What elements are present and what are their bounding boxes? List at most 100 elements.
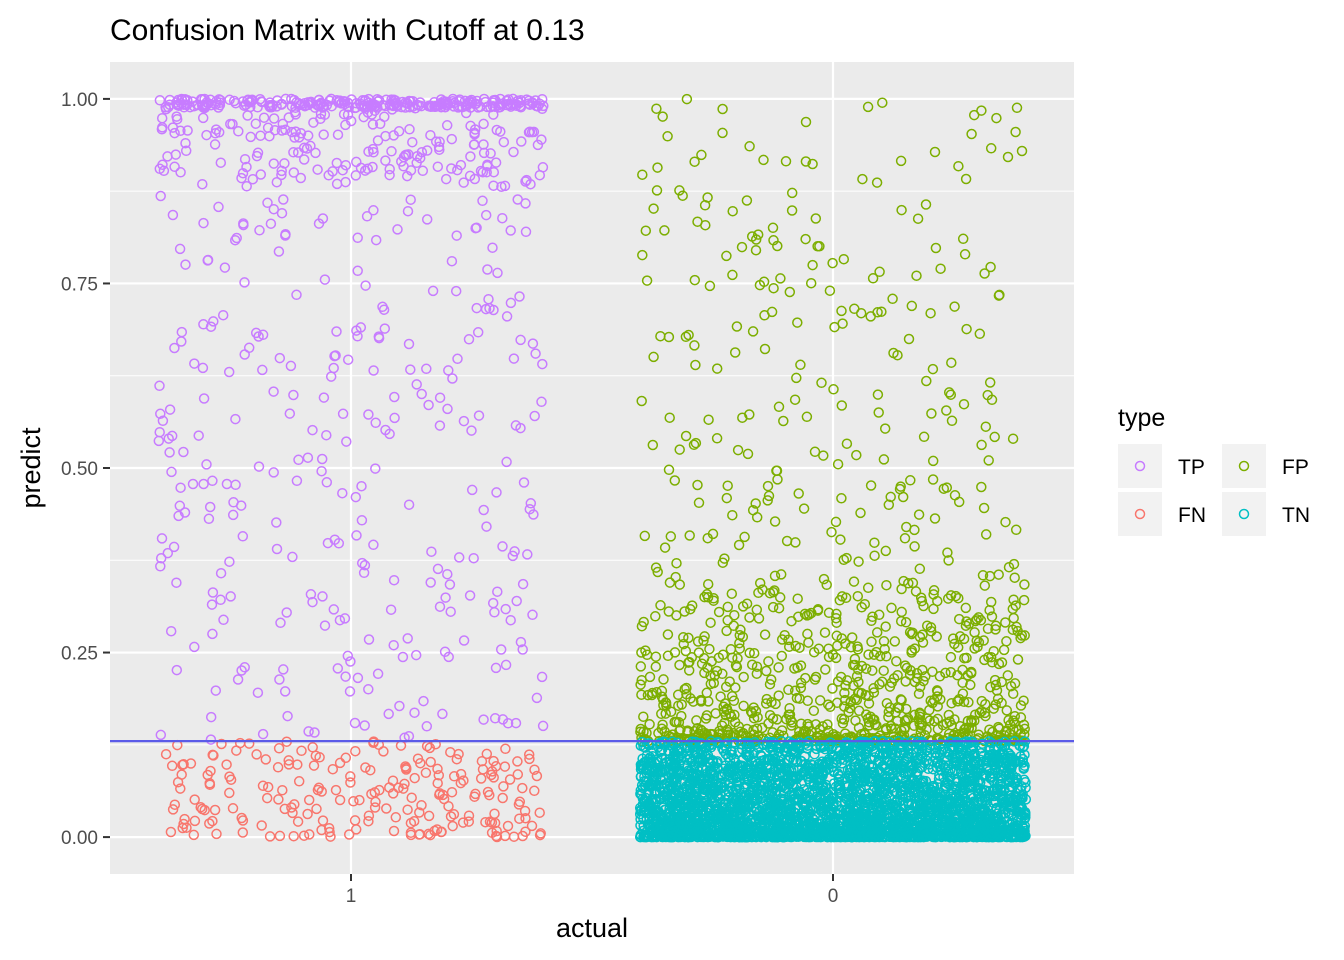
data-point-fp <box>865 311 876 322</box>
data-point-fp <box>896 583 907 595</box>
data-point-tp <box>205 321 217 332</box>
data-point-tp <box>373 331 385 342</box>
data-point-fp <box>726 691 738 702</box>
data-point-tp <box>175 167 186 178</box>
data-point-tp <box>485 148 496 159</box>
data-point-tp <box>469 124 481 135</box>
data-point-fn <box>463 816 475 827</box>
data-point-fp <box>727 509 738 521</box>
data-point-tp <box>318 129 329 140</box>
data-point-tp <box>359 94 371 106</box>
data-point-fn <box>237 827 249 838</box>
data-point-fp <box>727 205 738 217</box>
data-point-tp <box>252 687 264 698</box>
data-point-tp <box>469 129 480 140</box>
data-point-fp <box>983 455 994 466</box>
data-point-tp <box>202 255 213 266</box>
data-point-fp <box>750 705 762 717</box>
data-point-fp <box>880 545 892 557</box>
data-point-fn <box>327 763 339 775</box>
data-point-fp <box>773 401 785 413</box>
data-point-fp <box>692 636 704 647</box>
data-point-fp <box>762 495 773 506</box>
data-point-tp <box>262 197 273 209</box>
data-point-fp <box>953 592 964 604</box>
data-point-fp <box>690 359 701 371</box>
data-point-tp <box>386 94 397 105</box>
data-point-tp <box>319 620 331 631</box>
data-point-fp <box>893 702 905 714</box>
data-point-fp <box>868 649 880 660</box>
data-point-tp <box>446 255 458 267</box>
data-point-tp <box>492 586 503 597</box>
data-point-tp <box>207 475 218 487</box>
data-point-tn <box>862 773 874 785</box>
data-point-tp <box>280 228 291 240</box>
data-point-fp <box>836 713 848 724</box>
data-point-fp <box>949 301 960 312</box>
data-point-tp <box>488 109 499 120</box>
data-point-fp <box>801 411 813 423</box>
data-point-fn <box>167 804 179 815</box>
data-point-fn <box>529 785 540 797</box>
data-point-fp <box>658 674 669 685</box>
data-point-tp <box>332 663 344 674</box>
data-point-fp <box>808 646 820 658</box>
data-point-tp <box>385 604 397 615</box>
data-point-tp <box>292 147 304 158</box>
data-point-tp <box>368 147 379 158</box>
data-point-fn <box>534 807 545 818</box>
data-point-fp <box>957 688 969 699</box>
data-point-fp <box>695 696 707 707</box>
data-point-tp <box>198 393 210 404</box>
data-point-fp <box>754 577 766 589</box>
data-point-tp <box>307 424 318 436</box>
data-point-tp <box>272 95 283 106</box>
data-point-fn <box>204 779 216 790</box>
data-point-fp <box>851 670 863 682</box>
data-point-fp <box>731 661 743 673</box>
data-point-fn <box>227 803 239 814</box>
data-point-fp <box>852 664 864 675</box>
data-point-tp <box>346 94 357 105</box>
data-point-fp <box>877 97 888 108</box>
data-point-tp <box>379 323 391 334</box>
data-point-fp <box>909 709 920 721</box>
data-point-fp <box>900 617 912 628</box>
data-point-fp <box>853 556 864 567</box>
data-point-fn <box>470 788 481 800</box>
data-point-fp <box>729 347 741 358</box>
data-point-tp <box>175 482 186 493</box>
data-point-fp <box>949 490 961 501</box>
data-point-fp <box>739 531 750 543</box>
data-point-tn <box>984 741 996 753</box>
data-point-fn <box>316 786 327 797</box>
data-point-tp <box>239 662 250 673</box>
data-point-fn <box>520 812 531 824</box>
data-point-tp <box>257 329 269 341</box>
data-point-fp <box>701 687 713 699</box>
data-point-fn <box>526 820 538 832</box>
data-point-tp <box>223 366 235 378</box>
data-point-fp <box>867 273 879 284</box>
data-point-fp <box>977 570 989 581</box>
data-point-fp <box>843 706 854 718</box>
data-point-tn <box>730 772 742 784</box>
data-point-tp <box>207 628 218 640</box>
data-point-fp <box>741 195 753 206</box>
data-point-tp <box>279 686 291 697</box>
data-point-fp <box>721 250 732 262</box>
data-point-fp <box>673 717 685 728</box>
data-point-fp <box>674 444 685 455</box>
data-point-tp <box>250 118 262 129</box>
data-point-tp <box>531 692 543 704</box>
data-point-tp <box>178 99 190 110</box>
data-point-tp <box>520 176 531 187</box>
data-point-tn <box>661 809 672 820</box>
data-point-tp <box>252 147 264 159</box>
data-point-fp <box>1010 524 1022 536</box>
data-point-tp <box>242 94 254 106</box>
data-point-tp <box>473 410 485 421</box>
data-point-fp <box>871 627 883 638</box>
data-point-fp <box>839 694 851 706</box>
